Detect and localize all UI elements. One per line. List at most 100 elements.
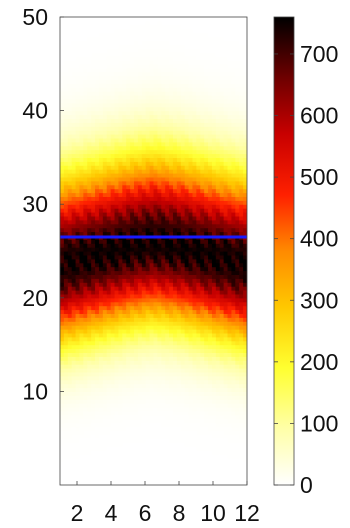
- heatmap-cell: [219, 212, 225, 217]
- heatmap-cell: [114, 98, 120, 104]
- heatmap-cell: [60, 403, 65, 408]
- heatmap-cell: [63, 114, 69, 119]
- heatmap-cell: [211, 293, 217, 299]
- heatmap-cell: [126, 254, 131, 260]
- heatmap-cell: [122, 481, 127, 485]
- heatmap-cell: [192, 453, 197, 459]
- heatmap-cell: [200, 469, 205, 474]
- heatmap-cell: [219, 251, 225, 256]
- heatmap-cell: [157, 399, 162, 404]
- heatmap-cell: [141, 371, 147, 377]
- heatmap-cell: [169, 356, 174, 361]
- heatmap-cell: [91, 95, 96, 100]
- heatmap-cell: [126, 356, 131, 361]
- heatmap-cell: [204, 239, 209, 244]
- heatmap-cell: [149, 227, 155, 233]
- heatmap-cell: [204, 399, 209, 404]
- heatmap-cell: [172, 145, 178, 151]
- heatmap-cell: [145, 282, 151, 287]
- heatmap-cell: [63, 297, 69, 303]
- heatmap-cell: [63, 481, 69, 485]
- heatmap-cell: [102, 430, 108, 435]
- heatmap-cell: [122, 395, 127, 400]
- heatmap-cell: [79, 59, 84, 65]
- heatmap-cell: [208, 122, 213, 127]
- heatmap-cell: [180, 403, 186, 408]
- heatmap-cell: [95, 153, 100, 158]
- heatmap-cell: [98, 375, 104, 381]
- heatmap-cell: [91, 52, 96, 57]
- heatmap-cell: [110, 251, 116, 256]
- heatmap-cell: [208, 262, 213, 268]
- heatmap-cell: [95, 254, 100, 260]
- heatmap-cell: [204, 270, 209, 275]
- heatmap-cell: [176, 153, 182, 158]
- heatmap-cell: [157, 251, 162, 256]
- heatmap-cell: [87, 153, 92, 158]
- heatmap-cell: [98, 286, 104, 291]
- heatmap-cell: [137, 449, 143, 455]
- heatmap-cell: [95, 317, 100, 322]
- heatmap-cell: [169, 130, 174, 135]
- heatmap-cell: [126, 446, 131, 451]
- heatmap-cell: [153, 305, 158, 311]
- heatmap-cell: [157, 36, 162, 41]
- heatmap-cell: [87, 403, 92, 408]
- heatmap-cell: [192, 126, 197, 131]
- heatmap-cell: [211, 371, 217, 377]
- heatmap-cell: [192, 71, 197, 77]
- heatmap-cell: [102, 352, 108, 357]
- heatmap-cell: [102, 344, 108, 350]
- heatmap-cell: [91, 75, 96, 80]
- heatmap-cell: [98, 329, 104, 334]
- heatmap-cell: [137, 227, 143, 233]
- heatmap-cell: [169, 176, 174, 182]
- heatmap-cell: [130, 212, 135, 217]
- heatmap-cell: [141, 243, 147, 248]
- heatmap-cell: [114, 212, 120, 217]
- heatmap-cell: [60, 258, 65, 264]
- heatmap-cell: [71, 32, 77, 38]
- heatmap-cell: [180, 414, 186, 420]
- heatmap-cell: [149, 426, 155, 431]
- heatmap-cell: [219, 473, 225, 478]
- heatmap-cell: [95, 83, 100, 88]
- heatmap-cell: [79, 243, 84, 248]
- heatmap-cell: [71, 336, 77, 342]
- heatmap-cell: [169, 344, 174, 350]
- heatmap-cell: [114, 387, 120, 392]
- heatmap-cell: [91, 254, 96, 260]
- heatmap-cell: [188, 461, 194, 467]
- heatmap-cell: [114, 434, 120, 439]
- heatmap-cell: [172, 461, 178, 467]
- heatmap-cell: [102, 360, 108, 365]
- heatmap-cell: [161, 317, 166, 322]
- heatmap-cell: [180, 247, 186, 252]
- heatmap-cell: [137, 352, 143, 357]
- heatmap-cell: [141, 83, 147, 88]
- heatmap-cell: [211, 321, 217, 326]
- heatmap-cell: [63, 438, 69, 443]
- heatmap-cell: [87, 449, 92, 455]
- heatmap-cell: [67, 28, 73, 34]
- heatmap-cell: [149, 364, 155, 369]
- heatmap-cell: [126, 461, 131, 467]
- heatmap-cell: [165, 465, 170, 470]
- heatmap-cell: [102, 399, 108, 404]
- heatmap-cell: [134, 254, 139, 260]
- heatmap-cell: [83, 114, 88, 119]
- heatmap-cell: [137, 215, 143, 221]
- heatmap-cell: [118, 212, 123, 217]
- heatmap-cell: [63, 118, 69, 123]
- heatmap-cell: [176, 383, 182, 389]
- heatmap-cell: [188, 196, 194, 201]
- heatmap-cell: [141, 309, 147, 314]
- heatmap-cell: [130, 239, 135, 244]
- heatmap-cell: [165, 165, 170, 170]
- heatmap-cell: [102, 383, 108, 389]
- heatmap-cell: [200, 215, 205, 221]
- heatmap-cell: [75, 344, 81, 350]
- heatmap-cell: [79, 344, 84, 350]
- heatmap-cell: [75, 169, 81, 174]
- heatmap-cell: [208, 403, 213, 408]
